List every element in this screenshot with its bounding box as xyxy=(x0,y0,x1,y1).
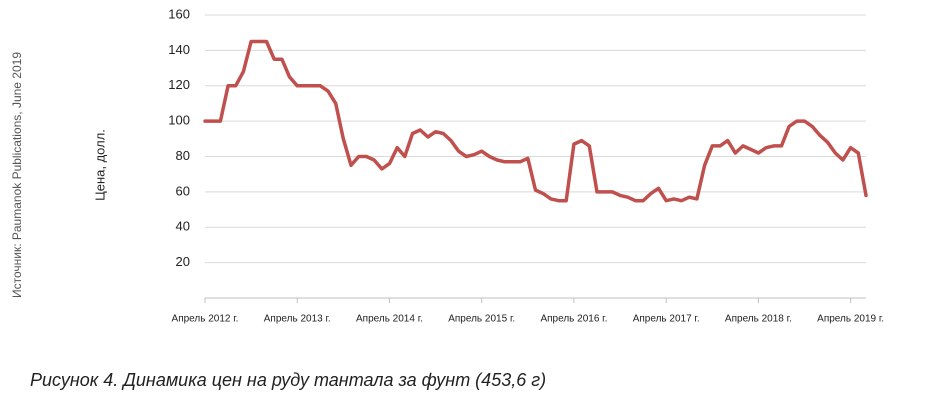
x-tick-label: Апрель 2017 г. xyxy=(633,314,700,325)
source-note: Источник: Paumanok Publications, June 20… xyxy=(10,52,24,298)
y-axis-label: Цена, долл. xyxy=(92,129,107,201)
y-tick-label: 100 xyxy=(168,113,190,128)
y-tick-label: 60 xyxy=(176,183,190,198)
y-tick-label: 40 xyxy=(176,219,190,234)
x-tick-label: Апрель 2013 г. xyxy=(264,314,331,325)
y-tick-label: 160 xyxy=(168,6,190,21)
y-tick-label: 120 xyxy=(168,77,190,92)
x-tick-label: Апрель 2018 г. xyxy=(725,314,792,325)
x-tick-label: Апрель 2014 г. xyxy=(356,314,423,325)
x-tick-label: Апрель 2016 г. xyxy=(540,314,607,325)
x-tick-label: Апрель 2015 г. xyxy=(448,314,515,325)
y-tick-label: 20 xyxy=(176,254,190,269)
x-tick-label: Апрель 2019 г. xyxy=(817,314,884,325)
caption: Рисунок 4. Динамика цен на руду тантала … xyxy=(30,370,546,390)
price-line xyxy=(203,39,868,203)
x-tick-label: Апрель 2012 г. xyxy=(172,314,239,325)
y-tick-label: 80 xyxy=(176,148,190,163)
y-tick-label: 140 xyxy=(168,42,190,57)
